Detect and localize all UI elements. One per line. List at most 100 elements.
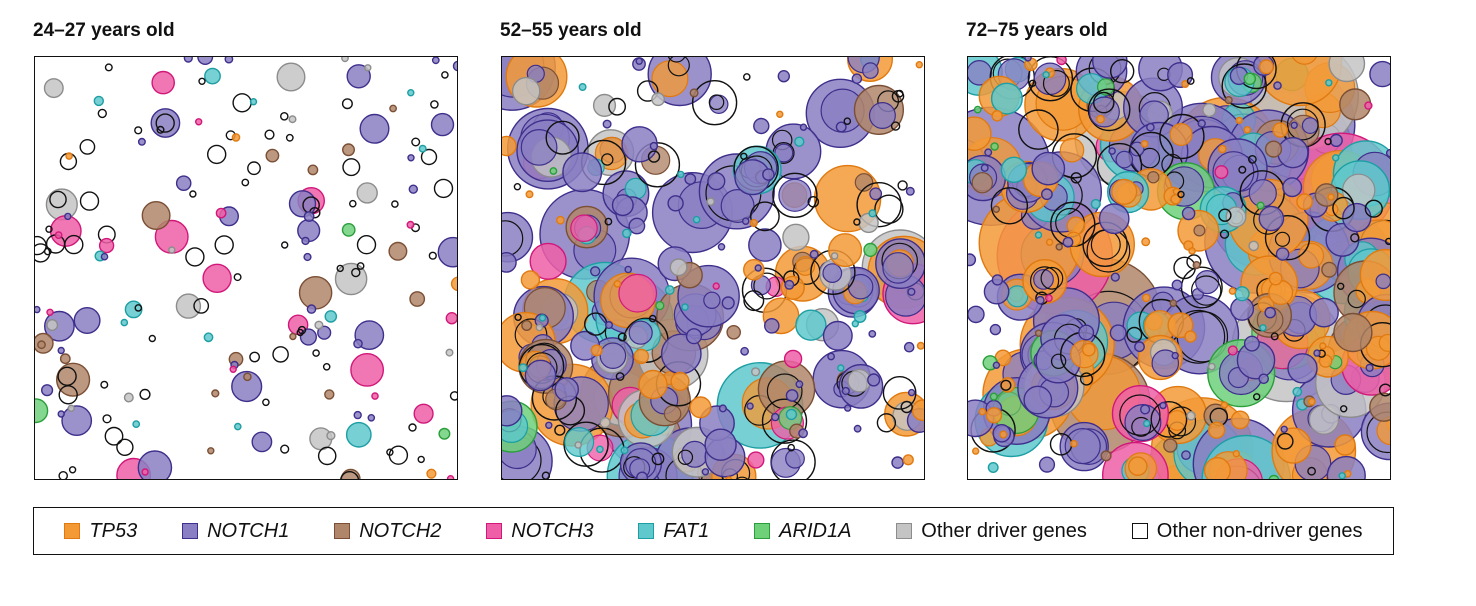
clone-bubble-fat1 [987, 462, 999, 474]
clone-bubble-notch1 [667, 195, 684, 212]
clone-bubble-other-non-driver-genes [1186, 254, 1202, 270]
subclone-bubble-other-non-driver-genes [708, 94, 725, 110]
clone-bubble-notch1 [1181, 206, 1196, 221]
clone-bubble-arid1a [990, 142, 999, 151]
clone-bubble-other-non-driver-genes [1000, 379, 1012, 391]
subclone-bubble-other-non-driver-genes [1131, 416, 1152, 437]
legend-label-fat1: FAT1 [663, 519, 710, 542]
clone-bubble-fat1 [345, 421, 372, 448]
clone-bubble-fat1 [837, 364, 845, 372]
clone-bubble-notch1 [798, 428, 808, 439]
subclone-bubble-notch1 [720, 189, 755, 224]
clone-bubble-notch1 [303, 252, 312, 262]
clone-bubble-other-driver-genes [511, 76, 541, 106]
clone-bubble-other-non-driver-genes [411, 137, 421, 147]
legend-swatch-fat1 [638, 523, 655, 539]
clone-bubble-other-non-driver-genes [214, 235, 234, 255]
clone-bubble-other-non-driver-genes [1087, 88, 1131, 132]
clone-bubble-notch1 [1109, 324, 1127, 342]
clone-bubble-notch1 [1171, 351, 1179, 360]
clone-bubble-other-non-driver-genes [247, 161, 261, 176]
clone-bubble-notch1 [502, 395, 523, 427]
clone-bubble-notch1 [150, 108, 181, 138]
clone-bubble-fat1 [664, 285, 675, 295]
clone-bubble-notch1 [137, 137, 146, 146]
subclone-bubble-notch1 [1375, 273, 1390, 290]
clone-bubble-other-non-driver-genes [45, 225, 53, 233]
clone-bubble-tp53 [1268, 271, 1283, 286]
clone-bubble-tp53 [1127, 456, 1148, 477]
clone-bubble-tp53 [916, 341, 924, 350]
clone-bubble-notch2 [388, 241, 408, 261]
clone-bubble-other-non-driver-genes [1264, 214, 1311, 261]
legend-item-other-driver: Other driver genes [896, 520, 1087, 543]
clone-bubble-fat1 [1234, 286, 1250, 302]
subclone-bubble-other-non-driver-genes [1050, 353, 1067, 369]
subclone-bubble-notch2 [971, 171, 994, 194]
clone-bubble-tp53 [638, 369, 668, 400]
clone-bubble-notch1 [991, 274, 1004, 286]
clone-bubble-notch3 [215, 207, 227, 219]
clone-bubble-arid1a [35, 398, 49, 424]
clone-bubble-other-driver-genes [599, 417, 611, 429]
clone-bubble-other-non-driver-genes [1109, 58, 1135, 84]
clone-bubble-notch1 [1258, 373, 1270, 385]
clone-bubble-fat1 [620, 446, 629, 455]
clone-bubble-other-driver-genes [175, 293, 202, 319]
clone-bubble-other-non-driver-genes [1350, 233, 1360, 243]
subclone-bubble-notch2 [1147, 170, 1160, 184]
clone-bubble-tp53 [1319, 342, 1327, 350]
clone-bubble-notch1 [718, 404, 727, 413]
panel-title-2: 52–55 years old [500, 20, 642, 41]
clone-bubble-other-non-driver-genes [1028, 79, 1037, 87]
clone-bubble-notch1 [35, 305, 41, 314]
clone-bubble-other-non-driver-genes [541, 471, 551, 479]
legend-swatch-other-driver [896, 523, 913, 539]
clone-bubble-other-non-driver-genes [895, 89, 904, 98]
clone-bubble-other-non-driver-genes [1159, 113, 1205, 160]
clone-bubble-notch1 [868, 329, 877, 338]
clone-bubble-other-non-driver-genes [43, 247, 52, 256]
clone-bubble-other-non-driver-genes [743, 290, 765, 312]
clone-bubble-notch1 [431, 57, 440, 65]
clone-bubble-notch1 [624, 265, 632, 274]
clone-bubble-arid1a [1243, 72, 1257, 86]
clone-bubble-notch1 [1197, 119, 1206, 128]
subclone-bubble-notch1 [869, 187, 883, 201]
subclone-bubble-notch1 [709, 94, 729, 114]
clone-bubble-other-non-driver-genes [1247, 155, 1257, 164]
clone-bubble-notch3 [54, 231, 63, 240]
clone-bubble-fat1 [1325, 79, 1333, 87]
clone-bubble-notch1 [968, 253, 977, 267]
clone-bubble-other-driver-genes [288, 115, 297, 124]
clone-bubble-other-driver-genes [364, 64, 372, 72]
clone-bubble-notch1 [1280, 425, 1288, 433]
clone-bubble-tp53 [1228, 287, 1237, 295]
clone-bubble-tp53 [65, 152, 73, 160]
subclone-bubble-other-non-driver-genes [1042, 69, 1070, 97]
clone-bubble-notch1 [1171, 279, 1183, 291]
clone-bubble-other-non-driver-genes [1186, 77, 1195, 85]
clone-bubble-fat1 [324, 310, 338, 323]
clone-bubble-notch2 [342, 143, 356, 157]
clone-bubble-tp53 [670, 371, 690, 391]
clone-bubble-notch2 [389, 104, 397, 113]
clone-bubble-tp53 [1334, 434, 1356, 456]
subclone-bubble-other-non-driver-genes [1119, 394, 1161, 436]
clone-bubble-notch2 [1169, 299, 1178, 307]
clone-bubble-notch1 [1078, 324, 1095, 341]
clone-bubble-tp53 [231, 133, 241, 142]
clone-bubble-other-non-driver-genes [348, 199, 357, 208]
clone-bubble-notch1 [1146, 122, 1155, 132]
clone-bubble-other-non-driver-genes [1253, 393, 1261, 401]
clone-bubble-other-non-driver-genes [1218, 208, 1232, 222]
clone-bubble-other-non-driver-genes [740, 152, 748, 161]
clone-bubble-other-non-driver-genes [312, 349, 320, 357]
clone-bubble-other-driver-genes [123, 392, 134, 403]
clone-bubble-notch1 [197, 57, 214, 65]
subclone-bubble-notch1 [774, 143, 794, 163]
clone-bubble-notch3 [1056, 57, 1067, 66]
clone-bubble-notch1 [1282, 177, 1303, 198]
clone-bubble-other-driver-genes [751, 367, 761, 377]
clone-bubble-fat1 [868, 209, 877, 218]
